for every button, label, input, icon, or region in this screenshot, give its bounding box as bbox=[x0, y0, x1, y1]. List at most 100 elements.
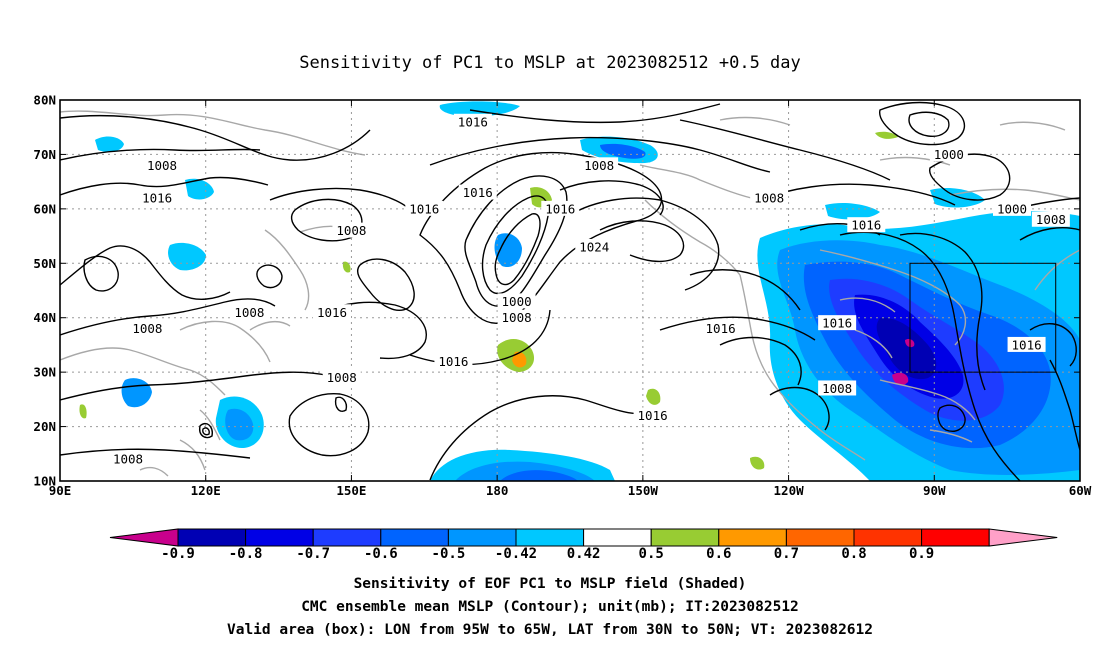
grid-lines bbox=[60, 100, 1080, 481]
colorbar-swatch bbox=[718, 528, 787, 547]
contour-label: 1016 bbox=[1012, 337, 1042, 352]
lon-tick-label: 150E bbox=[336, 483, 366, 498]
colorbar-level-label: -0.42 bbox=[495, 546, 537, 562]
mslp-contours bbox=[60, 101, 1080, 481]
contour-label: 1000 bbox=[502, 294, 532, 309]
contour-label-bg bbox=[701, 320, 740, 336]
contour-label: 1008 bbox=[754, 190, 784, 205]
lon-tick-label: 60W bbox=[1069, 483, 1092, 498]
contour-label: 1016 bbox=[317, 305, 347, 320]
colorbar bbox=[109, 528, 1058, 547]
colorbar-level-label: -0.6 bbox=[364, 546, 398, 562]
lat-axis-labels: 80N 70N 60N 50N 40N 30N 20N 10N bbox=[33, 93, 56, 489]
lon-tick-label: 90E bbox=[49, 483, 72, 498]
contour-label-bg bbox=[633, 407, 672, 423]
colorbar-level-label: 0.8 bbox=[841, 546, 866, 562]
colorbar-swatch bbox=[515, 528, 585, 547]
contour-label-bg bbox=[929, 146, 968, 162]
lat-tick-label: 10N bbox=[33, 474, 56, 489]
colorbar-swatch bbox=[177, 528, 247, 547]
contour-label: 1016 bbox=[438, 354, 468, 369]
caption-line-3: Valid area (box): LON from 95W to 65W, L… bbox=[227, 622, 873, 638]
colorbar-level-label: -0.8 bbox=[229, 546, 263, 562]
valid-area-box bbox=[909, 262, 1057, 373]
colorbar-level-label: 0.9 bbox=[909, 546, 934, 562]
contour-label: 1008 bbox=[336, 223, 366, 238]
contour-label-bg bbox=[322, 369, 361, 385]
contour-label-bg bbox=[497, 293, 536, 309]
lon-tick-label: 180 bbox=[486, 483, 509, 498]
colorbar-under-triangle bbox=[109, 528, 179, 547]
contour-label-bg bbox=[230, 304, 269, 320]
contour-label-bg bbox=[143, 157, 181, 173]
contour-label: 1024 bbox=[579, 239, 609, 254]
contour-label-bg bbox=[847, 217, 886, 233]
contour-label-bg bbox=[1031, 211, 1070, 227]
contour-label: 1008 bbox=[113, 452, 143, 467]
map-frame bbox=[59, 99, 1081, 482]
figure-title: Sensitivity of PC1 to MSLP at 2023082512… bbox=[299, 53, 801, 73]
contour-label-bg bbox=[405, 200, 444, 216]
contour-label: 1016 bbox=[458, 114, 488, 129]
contour-label: 1016 bbox=[463, 185, 493, 200]
lat-tick-label: 70N bbox=[33, 147, 56, 162]
colorbar-over-triangle bbox=[988, 528, 1058, 547]
contour-label: 1016 bbox=[851, 218, 881, 233]
contour-label-bg bbox=[580, 157, 619, 173]
colorbar-swatch bbox=[447, 528, 517, 547]
contour-label-bg bbox=[750, 189, 789, 205]
lon-tick-label: 150W bbox=[628, 483, 659, 498]
contour-label: 1008 bbox=[327, 370, 357, 385]
contour-label-bg bbox=[453, 113, 492, 129]
caption-line-2: CMC ensemble mean MSLP (Contour); unit(m… bbox=[301, 599, 799, 615]
colorbar-level-label: -0.5 bbox=[432, 546, 466, 562]
colorbar-labels: -0.9 -0.8 -0.7 -0.6 -0.5 -0.42 0.42 0.5 0.6 0.7 0.… bbox=[161, 546, 934, 562]
caption-line-1: Sensitivity of EOF PC1 to MSLP field (Sh… bbox=[354, 576, 747, 592]
contour-label-bg bbox=[313, 304, 351, 320]
colorbar-swatch bbox=[380, 528, 449, 547]
contour-label-bg bbox=[818, 315, 857, 331]
contour-label-bg bbox=[497, 309, 536, 325]
lat-tick-label: 80N bbox=[33, 93, 56, 108]
lat-tick-label: 40N bbox=[33, 310, 56, 325]
contour-label-bg bbox=[458, 184, 497, 200]
contour-label-bg bbox=[818, 380, 857, 396]
contour-label: 1008 bbox=[502, 310, 532, 325]
lat-tick-label: 50N bbox=[33, 256, 56, 271]
contour-label: 1008 bbox=[234, 305, 264, 320]
contour-label-bg bbox=[993, 200, 1031, 216]
colorbar-level-label: 0.7 bbox=[774, 546, 799, 562]
colorbar-swatch bbox=[312, 528, 382, 547]
contour-label-bg bbox=[434, 353, 473, 369]
contour-label-bg bbox=[332, 222, 371, 238]
colorbar-swatch bbox=[921, 528, 990, 547]
contour-label: 1016 bbox=[409, 201, 439, 216]
colorbar-swatch bbox=[853, 528, 923, 547]
colorbar-swatch bbox=[785, 528, 855, 547]
lon-tick-label: 120E bbox=[191, 483, 221, 498]
lon-tick-label: 120W bbox=[774, 483, 805, 498]
contour-label: 1008 bbox=[132, 321, 162, 336]
shaded-sensitivity-field bbox=[95, 101, 1080, 481]
colorbar-swatch bbox=[650, 528, 720, 547]
contour-label-bg bbox=[109, 451, 147, 467]
contour-label: 1016 bbox=[706, 321, 736, 336]
contour-label: 1008 bbox=[147, 158, 177, 173]
lon-tick-label: 90W bbox=[923, 483, 946, 498]
contour-label-bg bbox=[128, 320, 167, 336]
contour-label: 1016 bbox=[142, 190, 172, 205]
colorbar-swatch bbox=[583, 528, 652, 547]
contour-label-bg bbox=[541, 200, 580, 216]
colorbar-swatch bbox=[245, 528, 314, 547]
colorbar-level-label: -0.9 bbox=[161, 546, 195, 562]
contour-label-bg bbox=[575, 238, 614, 254]
colorbar-level-label: 0.6 bbox=[706, 546, 731, 562]
colorbar-level-label: 0.42 bbox=[567, 546, 601, 562]
lon-axis-labels: 90E 120E 150E 180 150W 120W 90W 60W bbox=[49, 483, 1092, 498]
contour-label: 1008 bbox=[1036, 212, 1066, 227]
contour-label: 1016 bbox=[638, 408, 668, 423]
contour-label: 1000 bbox=[997, 201, 1027, 216]
